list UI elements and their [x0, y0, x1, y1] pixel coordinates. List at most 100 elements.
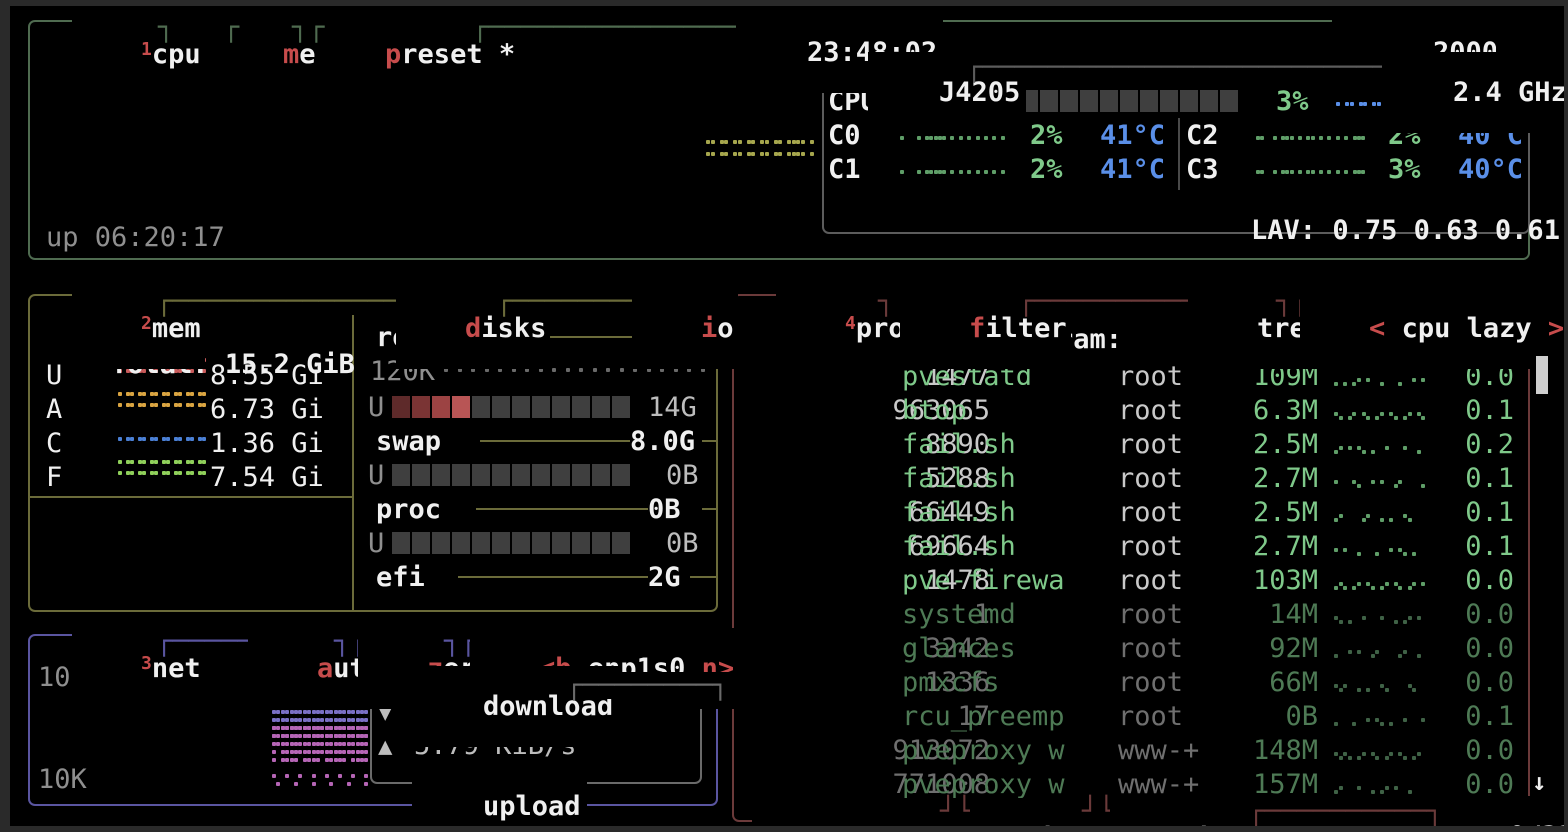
net-panel-title[interactable]: 3net: [72, 628, 205, 709]
proc-row-pid: 8890: [924, 429, 990, 460]
proc-row-cpu: 0.0: [1465, 565, 1514, 596]
proc-row-cpu: 0.0: [1465, 667, 1514, 698]
disk-efi-name: efi: [376, 562, 425, 593]
cpu-panel-title-text: cpu: [151, 39, 201, 70]
proc-row-pid: 5288: [924, 463, 990, 494]
mem-row-F-value: 7.54 Gi: [210, 462, 324, 493]
proc-footer-counter: 0/326: [1438, 796, 1564, 826]
proc-row-cpu: 0.1: [1465, 497, 1514, 528]
disks-title-hotkey: d: [465, 313, 482, 344]
cpu-core-2-label: C2: [1186, 120, 1219, 151]
proc-row-mem: 0B: [1285, 701, 1318, 732]
proc-row-mem: 14M: [1269, 599, 1318, 630]
proc-filter-label: ilter: [985, 313, 1067, 344]
proc-signals-label: signals: [1179, 823, 1293, 826]
disk-root-rule: [470, 336, 636, 338]
disk-proc-total: 0B: [648, 494, 681, 525]
proc-row-cpu-graph: [1334, 684, 1434, 694]
proc-row-cpu-graph: [1334, 786, 1434, 796]
net-scale-bottom: 10K: [38, 764, 87, 795]
proc-row-pid: 771008: [892, 769, 990, 800]
proc-row-pid: 1478: [924, 565, 990, 596]
proc-row-program: glances: [902, 633, 1016, 664]
proc-row-cpu: 0.0: [1465, 599, 1514, 630]
disk-efi-total: 2G: [648, 562, 681, 593]
mem-total-value: 15.2 GiB: [224, 349, 355, 380]
proc-row-cpu: 0.1: [1465, 395, 1514, 426]
mem-row-C-value: 1.36 Gi: [210, 428, 324, 459]
proc-row-mem: 92M: [1269, 633, 1318, 664]
mem-row-C-key: C: [46, 428, 63, 459]
proc-row-user: root: [1118, 395, 1184, 426]
proc-info-label: info: [1039, 823, 1104, 826]
cpu-preset-label: reset: [401, 39, 499, 70]
proc-panel-number: 4: [845, 313, 856, 334]
disk-swap-used-key: U: [368, 460, 385, 491]
cpu-panel-number: 1: [141, 39, 152, 60]
mem-panel-title-text: mem: [151, 313, 201, 344]
mem-panel-number: 2: [141, 313, 152, 334]
disks-title[interactable]: disks: [396, 288, 551, 369]
proc-row-program: fail.sh: [902, 531, 1016, 562]
proc-row-cpu: 0.1: [1465, 701, 1514, 732]
disk-swap-usage-meter: [392, 464, 630, 486]
proc-row-user: root: [1118, 463, 1184, 494]
proc-row-cpu: 0.2: [1465, 429, 1514, 460]
cpu-core-3-label: C3: [1186, 154, 1219, 185]
mem-title-bracket: ┌──────────────┐: [156, 286, 417, 317]
proc-row-cpu-graph: [1334, 582, 1434, 592]
cpu-core-1-graph: [900, 170, 1010, 184]
proc-row-cpu-graph: [1334, 650, 1434, 660]
disks-io-button[interactable]: io: [632, 288, 738, 369]
net-upload-label: upload: [412, 766, 587, 826]
proc-row-pid: 913072: [892, 735, 990, 766]
proc-row-program: fail.sh: [902, 463, 1016, 494]
cpu-panel-title[interactable]: 1cpu: [72, 14, 205, 95]
cpu-load-1: 0.75: [1332, 215, 1398, 246]
proc-row-cpu-graph: [1334, 378, 1434, 388]
proc-row-mem: 157M: [1252, 769, 1318, 800]
proc-row-mem: 148M: [1252, 735, 1318, 766]
proc-row-cpu-graph: [1334, 718, 1434, 728]
proc-row-mem: 66M: [1269, 667, 1318, 698]
proc-row-user: www-+: [1118, 735, 1200, 766]
proc-scrollbar[interactable]: [1536, 356, 1548, 394]
proc-sort-prev-button[interactable]: <: [1369, 313, 1386, 344]
proc-tree-label: tre: [1257, 313, 1306, 344]
proc-row-user: www-+: [1118, 769, 1200, 800]
proc-select-down-icon: ↓: [964, 828, 977, 832]
proc-footer-bracket-1: ┘└: [940, 796, 973, 827]
disk-swap-name: swap: [376, 426, 442, 457]
mem-row-A-value: 6.73 Gi: [210, 394, 324, 425]
disk-root-used: 14G: [648, 392, 697, 423]
disk-proc-rule: [476, 508, 648, 510]
proc-row-program: pve-firewa: [902, 565, 1065, 596]
disk-swap-rule-right: [702, 440, 718, 442]
cpu-core-3-usage: 3%: [1388, 154, 1421, 185]
proc-row-cpu: 0.1: [1465, 531, 1514, 562]
proc-row-user: root: [1118, 361, 1184, 392]
proc-sort-next-button[interactable]: >: [1547, 313, 1565, 344]
proc-row-pid: 66449: [908, 497, 990, 528]
proc-row-cpu-graph: [1334, 446, 1434, 456]
net-upload-arrow-icon: ▲: [378, 732, 393, 760]
mem-row-A-key: A: [46, 394, 63, 425]
proc-row-user: root: [1118, 633, 1184, 664]
cpu-core-1-label: C1: [828, 154, 861, 185]
net-panel-number: 3: [141, 653, 152, 674]
proc-row-cpu: 0.0: [1465, 735, 1514, 766]
proc-sort-field: cpu lazy: [1401, 313, 1532, 344]
proc-row-user: root: [1118, 599, 1184, 630]
net-download-bracket: ┌────────┐: [566, 670, 729, 701]
proc-scroll-down-icon[interactable]: ↓: [1532, 768, 1547, 796]
proc-row-program: pveproxy w: [902, 769, 1065, 800]
cpu-core-1-usage: 2%: [1030, 154, 1063, 185]
proc-row-pid: 17: [957, 701, 990, 732]
proc-sort-selector[interactable]: < cpu lazy >: [1300, 288, 1565, 369]
cpu-mini-graph: [706, 140, 816, 168]
cpu-menu-hotkey: m: [283, 39, 300, 70]
net-auto-hotkey: a: [317, 653, 334, 684]
cpu-preset-value: *: [498, 39, 516, 70]
cpu-uptime: up 06:20:17: [46, 222, 225, 253]
proc-row-cpu-graph: [1334, 548, 1434, 558]
